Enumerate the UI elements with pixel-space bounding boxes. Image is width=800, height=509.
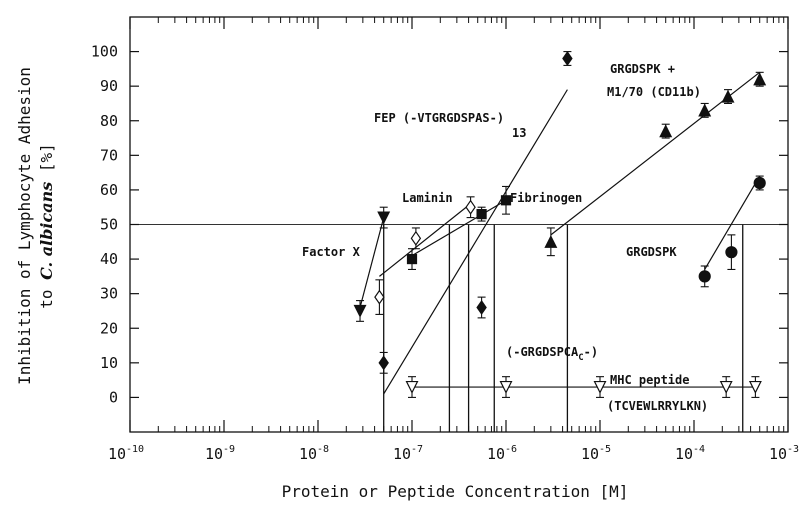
x-tick-label: 10-6: [487, 444, 517, 463]
y-axis-title-post: [%]: [37, 143, 56, 182]
point-mhc-peptide-tcvewlrrylkn: [748, 380, 762, 394]
y-axis-title-italic: C. albicans: [37, 182, 56, 280]
y-tick-label: 100: [91, 43, 118, 61]
x-tick-label-exponent: -9: [223, 444, 235, 455]
ic50-drop-lines: [383, 224, 744, 432]
label-laminin: Laminin: [402, 191, 453, 205]
point-grgdspk-m1-70-cd11b: [753, 72, 767, 86]
point-mhc-peptide-tcvewlrrylkn: [405, 380, 419, 394]
label-fep: FEP (-VTGRGDSPAS-): [374, 111, 504, 125]
y-axis-ticks: 0 10 20 30 40 50 60 70 80 90 100: [91, 43, 788, 406]
label-grgdspk: GRGDSPK: [626, 245, 677, 259]
label-mhc-line2: (TCVEWLRRYLKN): [607, 399, 708, 413]
x-tick-label-base: 10: [108, 445, 126, 463]
x-tick-label-exponent: -5: [599, 444, 611, 455]
point-grgdspk-m1-70-cd11b: [698, 103, 712, 117]
point-grgdspk-m1-70-cd11b: [659, 124, 673, 138]
x-tick-label: 10-9: [205, 444, 235, 463]
label-grgdspca-sub: C: [578, 353, 583, 363]
y-tick-label: 20: [100, 319, 118, 337]
x-tick-label: 10-5: [581, 444, 611, 463]
x-tick-label-exponent: -8: [317, 444, 329, 455]
data-markers: [353, 50, 767, 394]
point-fibrinogen: [476, 209, 487, 220]
point-fibrinogen: [406, 253, 418, 265]
label-grgdspca: (-GRGDSPCAC-): [506, 345, 598, 363]
fit-line-fibrinogen: [411, 199, 507, 257]
x-tick-label: 10-7: [393, 444, 423, 463]
point-fep-vtgrgdspas-13: [562, 50, 573, 67]
point-grgdspk: [725, 246, 738, 259]
fit-line-laminin: [379, 203, 471, 277]
x-axis-ticks: 10-10 10-9 10-8 10-7 10-6 10-5 10-4 10-3: [108, 17, 799, 463]
x-tick-label-exponent: -10: [126, 444, 144, 455]
y-axis-title-line1: Inhibition of Lymphocyte Adhesion: [15, 67, 34, 385]
x-tick-label-base: 10: [675, 445, 693, 463]
x-tick-label-base: 10: [769, 445, 787, 463]
label-grgdspk-m1-line1: GRGDSPK +: [610, 62, 675, 76]
label-fibrinogen: Fibrinogen: [510, 191, 582, 205]
label-grgdspk-m1-line2: M1/70 (CD11b): [607, 85, 701, 99]
x-tick-label-base: 10: [299, 445, 317, 463]
point-grgdspk-m1-70-cd11b: [721, 89, 735, 103]
fit-line-grgdspk: [704, 175, 761, 270]
point-mhc-peptide-tcvewlrrylkn: [499, 380, 513, 394]
y-tick-label: 50: [100, 216, 118, 234]
point-grgdspk: [698, 270, 711, 283]
x-tick-label-exponent: -4: [693, 444, 705, 455]
x-tick-label-base: 10: [205, 445, 223, 463]
point-laminin: [410, 230, 422, 246]
y-tick-label: 10: [100, 354, 118, 372]
y-axis-title-line2: to C. albicans [%]: [37, 143, 56, 309]
x-axis-title: Protein or Peptide Concentration [M]: [282, 482, 629, 501]
point-mhc-peptide-tcvewlrrylkn: [593, 380, 607, 394]
point-grgdspk-m1-70-cd11b: [544, 234, 558, 248]
point-mhc-peptide-tcvewlrrylkn: [719, 380, 733, 394]
x-tick-label-exponent: -7: [411, 444, 423, 455]
y-tick-label: 40: [100, 250, 118, 268]
x-tick-label-exponent: -3: [787, 444, 799, 455]
x-tick-label: 10-3: [769, 444, 799, 463]
x-tick-label-base: 10: [487, 445, 505, 463]
label-grgdspca-main: (-GRGDSPCA: [506, 345, 579, 359]
point-fep-vtgrgdspas-13: [378, 355, 389, 371]
x-tick-label: 10-4: [675, 444, 705, 463]
point-laminin: [465, 199, 476, 215]
y-tick-label: 0: [109, 388, 118, 406]
point-grgdspk: [753, 176, 766, 190]
x-tick-label: 10-10: [108, 444, 144, 463]
label-fep-subscript: 13: [512, 126, 526, 140]
point-factor-x: [377, 211, 391, 225]
fit-line-fep-vtgrgdspas-13: [383, 89, 568, 395]
point-fep-vtgrgdspas-13: [476, 299, 487, 316]
y-tick-label: 80: [100, 112, 118, 130]
x-tick-label-base: 10: [581, 445, 599, 463]
label-mhc-line1: MHC peptide: [610, 373, 689, 387]
x-tick-label-exponent: -6: [505, 444, 517, 455]
x-tick-label-base: 10: [393, 445, 411, 463]
y-tick-label: 90: [100, 77, 118, 95]
fit-line-factor-x: [359, 217, 385, 308]
label-factor-x: Factor X: [302, 245, 361, 259]
point-factor-x: [353, 304, 367, 318]
y-axis-title-pre: to: [37, 280, 56, 309]
y-tick-label: 70: [100, 146, 118, 164]
x-tick-label: 10-8: [299, 444, 329, 463]
y-tick-label: 30: [100, 285, 118, 303]
y-tick-label: 60: [100, 181, 118, 199]
point-laminin: [374, 289, 385, 305]
label-grgdspca-end: -): [584, 345, 598, 359]
point-fibrinogen: [500, 195, 512, 206]
